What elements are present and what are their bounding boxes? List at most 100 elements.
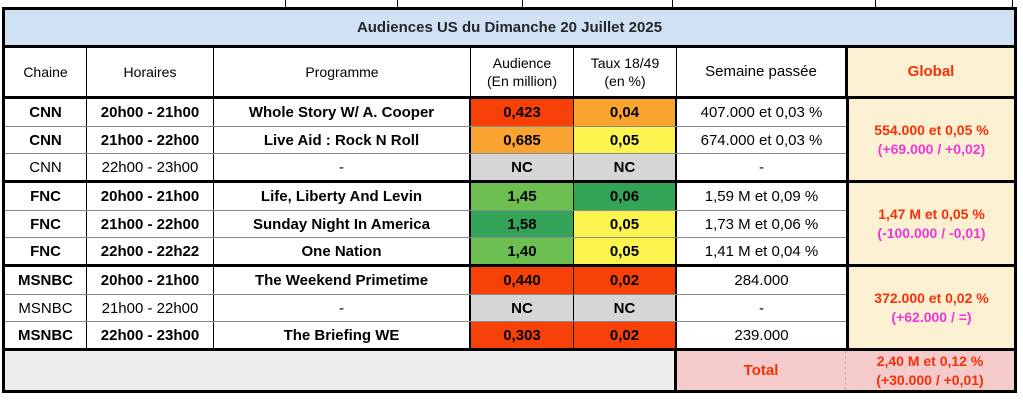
header-programme: Programme bbox=[214, 48, 471, 96]
time-cell: 22h00 - 23h00 bbox=[87, 322, 214, 348]
program-cell: - bbox=[214, 295, 471, 321]
header-horaires: Horaires bbox=[87, 48, 214, 96]
channel-cell: FNC bbox=[5, 183, 87, 210]
program-cell: - bbox=[214, 154, 471, 180]
audience-cell: 0,423 bbox=[471, 99, 574, 126]
channel-group-cnn: CNN 20h00 - 21h00 Whole Story W/ A. Coop… bbox=[5, 99, 1014, 180]
rating-cell: 0,05 bbox=[574, 127, 677, 153]
global-delta: (-100.000 / -0,01) bbox=[877, 224, 986, 241]
group-rows: CNN 20h00 - 21h00 Whole Story W/ A. Coop… bbox=[5, 99, 846, 180]
total-row: Total 2,40 M et 0,12 % (+30.000 / +0,01) bbox=[5, 348, 1014, 390]
rating-cell: 0,05 bbox=[574, 238, 677, 264]
time-cell: 20h00 - 21h00 bbox=[87, 183, 214, 210]
lastweek-cell: 1,73 M et 0,06 % bbox=[704, 215, 819, 233]
lastweek-cell: 674.000 et 0,03 % bbox=[700, 131, 823, 149]
rating-cell: 0,05 bbox=[574, 211, 677, 237]
channel-group-msnbc: MSNBC 20h00 - 21h00 The Weekend Primetim… bbox=[5, 264, 1014, 348]
time-cell: 21h00 - 22h00 bbox=[87, 295, 214, 321]
program-cell: Sunday Night In America bbox=[214, 211, 471, 237]
gridline-fragment bbox=[522, 0, 523, 7]
audience-cell: NC bbox=[471, 154, 574, 180]
rating-cell: 0,04 bbox=[574, 99, 677, 126]
total-label: Total bbox=[677, 351, 846, 390]
channel-cell: MSNBC bbox=[5, 267, 87, 294]
lastweek-cell: - bbox=[759, 299, 764, 317]
program-cell: Life, Liberty And Levin bbox=[214, 183, 471, 210]
global-delta: (+69.000 / +0,02) bbox=[877, 140, 986, 157]
audience-cell: NC bbox=[471, 295, 574, 321]
rating-cell: 0,06 bbox=[574, 183, 677, 210]
lastweek-cell: - bbox=[759, 158, 764, 176]
global-current: 372.000 et 0,02 % bbox=[874, 289, 989, 306]
table-row: FNC 20h00 - 21h00 Life, Liberty And Levi… bbox=[5, 183, 846, 210]
lastweek-cell: 284.000 bbox=[734, 272, 789, 289]
empty-cell bbox=[5, 351, 677, 390]
group-rows: MSNBC 20h00 - 21h00 The Weekend Primetim… bbox=[5, 267, 846, 348]
channel-cell: CNN bbox=[5, 127, 87, 153]
table-row: CNN 22h00 - 23h00 - NC NC - bbox=[5, 153, 846, 180]
group-rows: FNC 20h00 - 21h00 Life, Liberty And Levi… bbox=[5, 183, 846, 264]
channel-cell: CNN bbox=[5, 99, 87, 126]
rating-cell: NC bbox=[574, 154, 677, 180]
lastweek-cell: 1,41 M et 0,04 % bbox=[704, 242, 819, 260]
rating-cell: 0,02 bbox=[574, 267, 677, 294]
header-chaine: Chaine bbox=[5, 48, 87, 96]
time-cell: 20h00 - 21h00 bbox=[87, 267, 214, 294]
total-delta: (+30.000 / +0,01) bbox=[876, 371, 984, 388]
gridline-fragment bbox=[875, 0, 876, 7]
audience-cell: 1,58 bbox=[471, 211, 574, 237]
global-delta: (+62.000 / =) bbox=[891, 308, 972, 325]
program-cell: One Nation bbox=[214, 238, 471, 264]
total-value-cell: 2,40 M et 0,12 % (+30.000 / +0,01) bbox=[846, 351, 1014, 390]
channel-cell: CNN bbox=[5, 154, 87, 180]
gridline-fragment bbox=[285, 0, 286, 7]
table-row: MSNBC 22h00 - 23h00 The Briefing WE 0,30… bbox=[5, 321, 846, 348]
rating-cell: NC bbox=[574, 295, 677, 321]
header-audience-line1: Audience bbox=[492, 54, 552, 71]
channel-group-fnc: FNC 20h00 - 21h00 Life, Liberty And Levi… bbox=[5, 180, 1014, 264]
table-row: CNN 20h00 - 21h00 Whole Story W/ A. Coop… bbox=[5, 99, 846, 126]
header-global: Global bbox=[846, 48, 1014, 96]
cropped-gridline-strip bbox=[0, 0, 1023, 7]
header-semaine: Semaine passée bbox=[677, 48, 846, 96]
time-cell: 21h00 - 22h00 bbox=[87, 211, 214, 237]
program-cell: The Briefing WE bbox=[214, 322, 471, 348]
total-current: 2,40 M et 0,12 % bbox=[876, 353, 984, 370]
program-cell: Live Aid : Rock N Roll bbox=[214, 127, 471, 153]
audience-cell: 0,303 bbox=[471, 322, 574, 348]
channel-cell: FNC bbox=[5, 238, 87, 264]
gridline-fragment bbox=[1012, 0, 1013, 7]
header-taux: Taux 18/49 (en %) bbox=[574, 48, 677, 96]
lastweek-cell: 1,59 M et 0,09 % bbox=[704, 188, 819, 205]
table-row: FNC 22h00 - 22h22 One Nation 1,40 0,05 1… bbox=[5, 237, 846, 264]
rating-cell: 0,02 bbox=[574, 322, 677, 348]
table-row: CNN 21h00 - 22h00 Live Aid : Rock N Roll… bbox=[5, 126, 846, 153]
audience-cell: 1,40 bbox=[471, 238, 574, 264]
audience-cell: 0,685 bbox=[471, 127, 574, 153]
lastweek-cell: 407.000 et 0,03 % bbox=[700, 104, 823, 121]
table-row: MSNBC 21h00 - 22h00 - NC NC - bbox=[5, 294, 846, 321]
gridline-fragment bbox=[672, 0, 673, 7]
global-cell-fnc: 1,47 M et 0,05 % (-100.000 / -0,01) bbox=[846, 183, 1014, 264]
global-current: 554.000 et 0,05 % bbox=[874, 121, 989, 138]
audience-table: Audiences US du Dimanche 20 Juillet 2025… bbox=[2, 7, 1017, 393]
gridline-fragment bbox=[397, 0, 398, 7]
program-cell: Whole Story W/ A. Cooper bbox=[214, 99, 471, 126]
global-cell-cnn: 554.000 et 0,05 % (+69.000 / +0,02) bbox=[846, 99, 1014, 180]
header-audience-line2: (En million) bbox=[486, 73, 557, 89]
global-cell-msnbc: 372.000 et 0,02 % (+62.000 / =) bbox=[846, 267, 1014, 348]
table-title: Audiences US du Dimanche 20 Juillet 2025 bbox=[5, 10, 1014, 48]
channel-cell: FNC bbox=[5, 211, 87, 237]
time-cell: 22h00 - 23h00 bbox=[87, 154, 214, 180]
time-cell: 21h00 - 22h00 bbox=[87, 127, 214, 153]
header-taux-line1: Taux 18/49 bbox=[590, 54, 660, 71]
program-cell: The Weekend Primetime bbox=[214, 267, 471, 294]
header-row: Chaine Horaires Programme Audience (En m… bbox=[5, 48, 1014, 99]
header-taux-line2: (en %) bbox=[604, 73, 646, 89]
header-audience: Audience (En million) bbox=[471, 48, 574, 96]
lastweek-cell: 239.000 bbox=[734, 326, 789, 344]
audience-cell: 1,45 bbox=[471, 183, 574, 210]
table-row: FNC 21h00 - 22h00 Sunday Night In Americ… bbox=[5, 210, 846, 237]
table-row: MSNBC 20h00 - 21h00 The Weekend Primetim… bbox=[5, 267, 846, 294]
